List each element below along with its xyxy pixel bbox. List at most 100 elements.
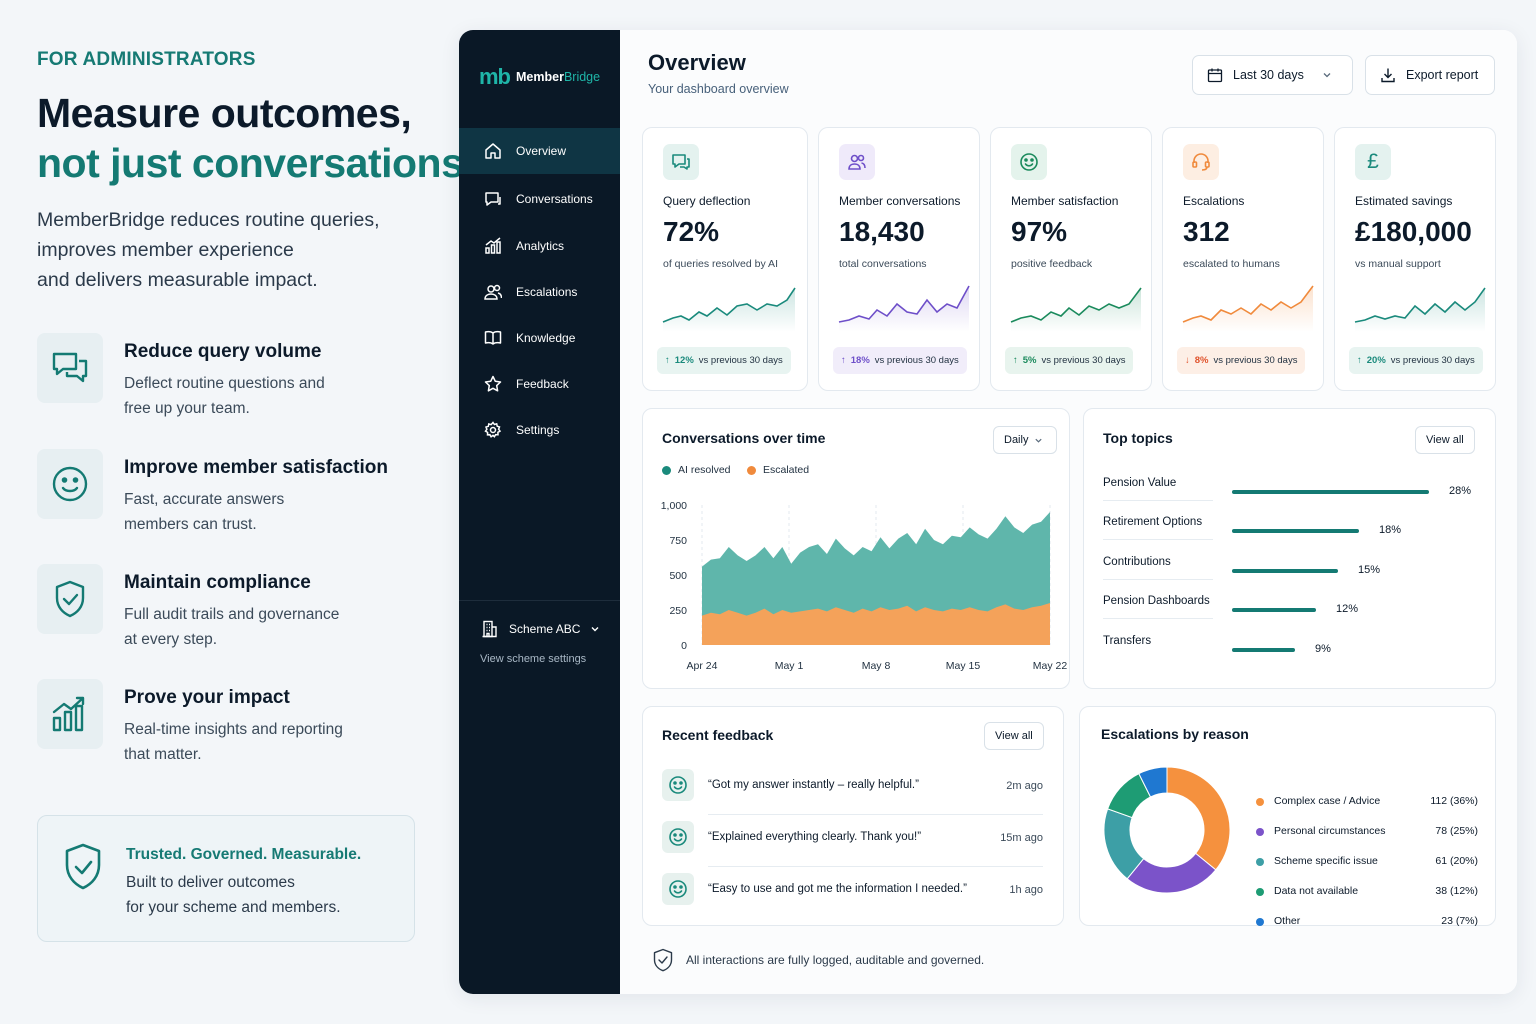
feedback-row[interactable]: “Easy to use and got me the information … bbox=[662, 867, 1043, 919]
feature-desc: Real-time insights and reporting that ma… bbox=[124, 721, 343, 763]
kpi-subtext: total conversations bbox=[839, 258, 927, 270]
feature-title: Prove your impact bbox=[124, 687, 290, 708]
feedback-row[interactable]: “Got my answer instantly – really helpfu… bbox=[662, 763, 1043, 815]
topic-bar bbox=[1232, 490, 1429, 494]
kpi-delta-value: 8% bbox=[1194, 355, 1209, 366]
topics-view-all-button[interactable]: View all bbox=[1415, 426, 1475, 454]
escalation-legend-item: Personal circumstances 78 (25%) bbox=[1256, 825, 1478, 841]
feedback-time: 1h ago bbox=[1009, 884, 1043, 896]
book-icon bbox=[484, 330, 502, 345]
escalation-legend-item: Other 23 (7%) bbox=[1256, 915, 1478, 931]
kpi-delta-value: 18% bbox=[850, 355, 870, 366]
page-subtitle: Your dashboard overview bbox=[648, 82, 789, 96]
main-content: Overview Your dashboard overview Last 30… bbox=[620, 30, 1517, 994]
scheme-selector[interactable]: Scheme ABC bbox=[481, 620, 600, 638]
x-tick-label: May 8 bbox=[862, 660, 891, 672]
logo-wordmark: MemberBridge bbox=[516, 70, 600, 84]
pound-icon: £ bbox=[1355, 144, 1391, 180]
escalation-legend-item: Data not available 38 (12%) bbox=[1256, 885, 1478, 901]
kpi-subtext: positive feedback bbox=[1011, 258, 1093, 270]
shield-check-icon bbox=[62, 842, 104, 897]
download-icon bbox=[1381, 68, 1395, 83]
trust-callout: Trusted. Governed. Measurable. Built to … bbox=[37, 815, 415, 942]
sparkline bbox=[662, 287, 796, 332]
sidebar-item-label: Feedback bbox=[516, 377, 569, 391]
feature-desc: Full audit trails and governance at ever… bbox=[124, 606, 340, 648]
chevron-down-icon bbox=[591, 627, 599, 632]
row-divider bbox=[1103, 539, 1213, 540]
legend-escalated: Escalated bbox=[747, 464, 809, 476]
kpi-delta-badge: ↑ 12% vs previous 30 days bbox=[657, 347, 791, 374]
feedback-text: “Easy to use and got me the information … bbox=[708, 883, 967, 895]
topic-label: Transfers bbox=[1103, 635, 1152, 647]
kpi-delta-badge: ↑ 5% vs previous 30 days bbox=[1005, 347, 1134, 374]
y-tick-label: 0 bbox=[681, 640, 687, 652]
kpi-label: Escalations bbox=[1183, 194, 1245, 208]
kpi-delta-value: 5% bbox=[1022, 355, 1037, 366]
arrow-up-icon: ↑ bbox=[1357, 355, 1362, 366]
kpi-value: 312 bbox=[1183, 216, 1230, 247]
topic-pct: 28% bbox=[1449, 485, 1472, 497]
legend-swatch bbox=[1256, 888, 1264, 896]
feedback-time: 2m ago bbox=[1006, 780, 1043, 792]
topic-bar bbox=[1232, 529, 1359, 533]
gear-icon bbox=[484, 421, 502, 438]
escalations-donut-chart bbox=[1103, 766, 1231, 894]
legend-swatch bbox=[1256, 828, 1264, 836]
feedback-text: “Got my answer instantly – really helpfu… bbox=[708, 779, 919, 791]
eyebrow: FOR ADMINISTRATORS bbox=[37, 49, 256, 70]
kpi-subtext: vs manual support bbox=[1355, 258, 1441, 270]
kpi-delta-badge: ↑ 18% vs previous 30 days bbox=[833, 347, 967, 374]
people-icon bbox=[839, 144, 875, 180]
kpi-card-escalations: Escalations 312 escalated to humans ↓ 8% v… bbox=[1162, 127, 1324, 391]
feedback-view-all-button[interactable]: View all bbox=[984, 722, 1044, 750]
arrow-up-icon: ↑ bbox=[841, 355, 846, 366]
home-icon bbox=[485, 143, 501, 159]
sidebar-item-escalations[interactable]: Escalations bbox=[459, 269, 620, 315]
escalation-count: 78 (25%) bbox=[1435, 825, 1478, 837]
export-label: Export report bbox=[1406, 68, 1479, 82]
date-range-select[interactable]: Last 30 days bbox=[1192, 55, 1353, 95]
topics-title: Top topics bbox=[1103, 430, 1173, 446]
topic-label: Pension Value bbox=[1103, 477, 1177, 489]
donut-slice bbox=[1166, 766, 1231, 871]
logo-word-a: Member bbox=[516, 70, 564, 84]
trust-desc: Built to deliver outcomes for your schem… bbox=[126, 874, 341, 916]
legend-swatch bbox=[662, 465, 671, 475]
building-icon bbox=[482, 620, 497, 638]
sidebar-item-settings[interactable]: Settings bbox=[459, 407, 620, 453]
headline-line-2: not just conversations. bbox=[37, 140, 475, 186]
view-scheme-settings-link[interactable]: View scheme settings bbox=[480, 653, 587, 665]
kpi-card-estimated-savings: £ Estimated savings £180,000 vs manual s… bbox=[1334, 127, 1496, 391]
smiley-icon bbox=[662, 769, 694, 801]
export-report-button[interactable]: Export report bbox=[1365, 55, 1495, 95]
calendar-icon bbox=[1207, 68, 1223, 83]
arrow-down-icon: ↓ bbox=[1185, 355, 1190, 366]
kpi-subtext: escalated to humans bbox=[1183, 258, 1280, 270]
sidebar-item-label: Escalations bbox=[516, 285, 578, 299]
sidebar-item-feedback[interactable]: Feedback bbox=[459, 361, 620, 407]
topic-label: Contributions bbox=[1103, 556, 1171, 568]
sidebar-item-conversations[interactable]: Conversations bbox=[459, 176, 620, 222]
star-icon bbox=[484, 375, 502, 392]
topic-bar bbox=[1232, 569, 1338, 573]
chevron-down-icon bbox=[1035, 438, 1043, 443]
kpi-delta-text: vs previous 30 days bbox=[874, 355, 959, 366]
sparkline bbox=[1354, 287, 1486, 332]
sidebar-item-knowledge[interactable]: Knowledge bbox=[459, 315, 620, 361]
legend-label: Escalated bbox=[763, 464, 810, 476]
sidebar-item-label: Settings bbox=[516, 423, 560, 437]
kpi-label: Estimated savings bbox=[1355, 194, 1453, 208]
sidebar-item-overview[interactable]: Overview bbox=[459, 128, 620, 174]
sidebar-item-analytics[interactable]: Analytics bbox=[459, 223, 620, 269]
footer-note: All interactions are fully logged, audit… bbox=[652, 948, 984, 972]
button-label: View all bbox=[995, 730, 1033, 742]
feedback-row[interactable]: “Explained everything clearly. Thank you… bbox=[662, 815, 1043, 867]
kpi-subtext: of queries resolved by AI bbox=[663, 258, 778, 270]
y-tick-label: 750 bbox=[669, 535, 687, 547]
kpi-label: Member conversations bbox=[839, 194, 961, 208]
feature-desc: Fast, accurate answers members can trust… bbox=[124, 491, 285, 533]
period-select[interactable]: Daily bbox=[993, 426, 1057, 454]
escalation-count: 23 (7%) bbox=[1441, 915, 1478, 927]
escalation-legend-item: Complex case / Advice 112 (36%) bbox=[1256, 795, 1478, 811]
